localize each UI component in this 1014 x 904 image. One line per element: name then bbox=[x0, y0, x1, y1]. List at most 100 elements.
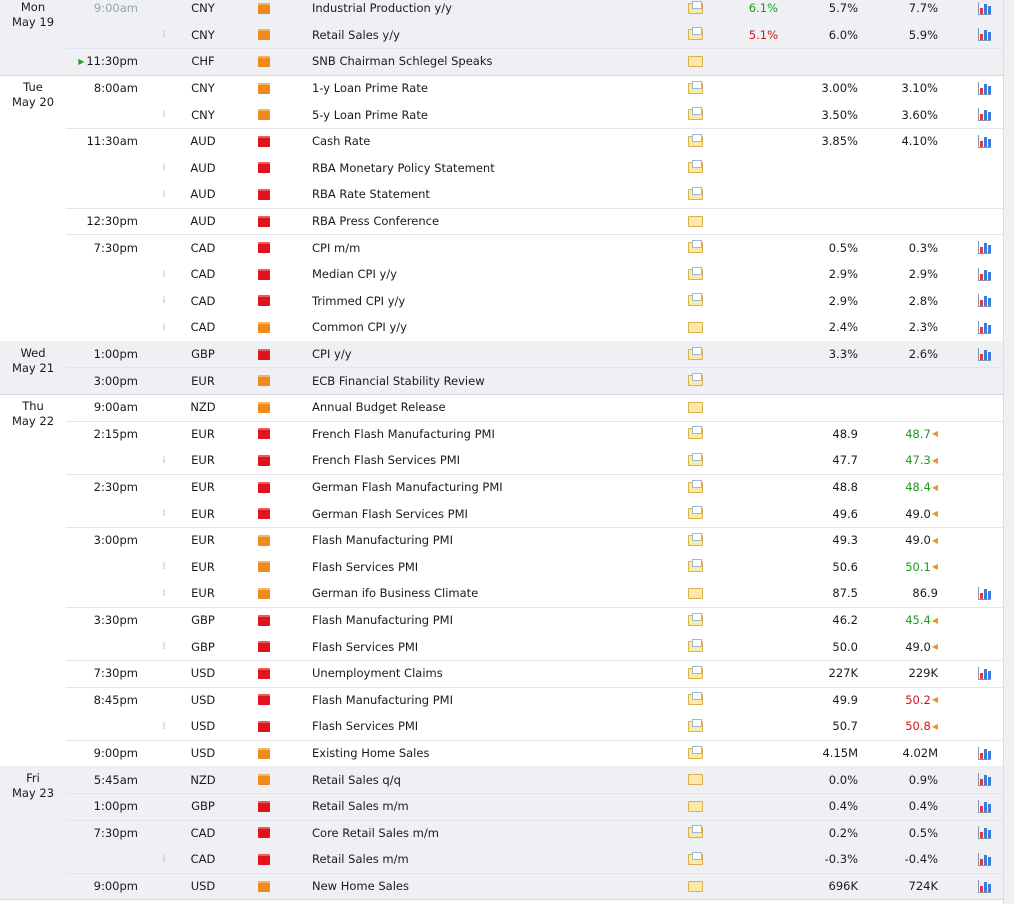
event-row[interactable]: 9:00pm USD Existing Home Sales 4.15M 4.02M bbox=[66, 740, 1004, 767]
event-title[interactable]: German Flash Manufacturing PMI bbox=[312, 474, 652, 501]
event-row[interactable]: ⁞ GBP Flash Services PMI 50.0 49.0 ◀ bbox=[66, 633, 1004, 660]
graph-button[interactable] bbox=[976, 873, 992, 900]
sound-icon[interactable]: ⁞ bbox=[162, 720, 166, 732]
event-row[interactable]: 1:00pm GBP Retail Sales m/m 0.4% 0.4% bbox=[66, 793, 1004, 820]
detail-folder-icon[interactable] bbox=[686, 314, 704, 341]
graph-button[interactable] bbox=[976, 660, 992, 687]
detail-folder-icon[interactable] bbox=[686, 500, 704, 527]
event-row[interactable]: ⁞ EUR German Flash Services PMI 49.6 49.0 ◀ bbox=[66, 500, 1004, 527]
event-row[interactable]: ⁞ EUR German ifo Business Climate 87.5 86.9 bbox=[66, 580, 1004, 607]
event-title[interactable]: RBA Rate Statement bbox=[312, 181, 652, 208]
detail-folder-icon[interactable] bbox=[686, 766, 704, 793]
event-title[interactable]: SNB Chairman Schlegel Speaks bbox=[312, 48, 652, 75]
event-row[interactable]: ⁞ AUD RBA Monetary Policy Statement bbox=[66, 155, 1004, 182]
detail-folder-icon[interactable] bbox=[686, 580, 704, 607]
event-row[interactable]: 7:30pm USD Unemployment Claims 227K 229K bbox=[66, 660, 1004, 687]
event-row[interactable]: 2:30pm EUR German Flash Manufacturing PMI 4… bbox=[66, 474, 1004, 501]
scrollbar[interactable] bbox=[1003, 0, 1014, 904]
event-row[interactable]: 7:30pm CAD CPI m/m 0.5% 0.3% bbox=[66, 234, 1004, 261]
graph-button[interactable] bbox=[976, 766, 992, 793]
event-title[interactable]: Unemployment Claims bbox=[312, 660, 652, 687]
sound-icon[interactable]: ⁞ bbox=[162, 268, 166, 280]
event-title[interactable]: Industrial Production y/y bbox=[312, 0, 652, 22]
event-title[interactable]: Trimmed CPI y/y bbox=[312, 288, 652, 315]
event-row[interactable]: 12:30pm AUD RBA Press Conference bbox=[66, 208, 1004, 235]
event-title[interactable]: Median CPI y/y bbox=[312, 261, 652, 288]
event-title[interactable]: French Flash Manufacturing PMI bbox=[312, 421, 652, 448]
graph-button[interactable] bbox=[976, 234, 992, 261]
event-title[interactable]: RBA Press Conference bbox=[312, 208, 652, 235]
detail-folder-icon[interactable] bbox=[686, 155, 704, 182]
sound-icon[interactable]: ⁞ bbox=[162, 295, 166, 307]
detail-folder-icon[interactable] bbox=[686, 873, 704, 900]
event-row[interactable]: 5:45am NZD Retail Sales q/q 0.0% 0.9% bbox=[66, 766, 1004, 793]
detail-folder-icon[interactable] bbox=[686, 367, 704, 394]
event-row[interactable]: 3:30pm GBP Flash Manufacturing PMI 46.2 45.4… bbox=[66, 607, 1004, 634]
event-title[interactable]: Existing Home Sales bbox=[312, 740, 652, 767]
detail-folder-icon[interactable] bbox=[686, 820, 704, 847]
event-title[interactable]: 5-y Loan Prime Rate bbox=[312, 101, 652, 128]
detail-folder-icon[interactable] bbox=[686, 846, 704, 873]
sound-icon[interactable]: ⁞ bbox=[162, 853, 166, 865]
event-row[interactable]: 8:45pm USD Flash Manufacturing PMI 49.9 50.2… bbox=[66, 687, 1004, 714]
sound-icon[interactable]: ⁞ bbox=[162, 162, 166, 174]
event-title[interactable]: Retail Sales y/y bbox=[312, 22, 652, 49]
detail-folder-icon[interactable] bbox=[686, 75, 704, 102]
event-row[interactable]: ⁞ CAD Trimmed CPI y/y 2.9% 2.8% bbox=[66, 288, 1004, 315]
event-title[interactable]: Flash Services PMI bbox=[312, 713, 652, 740]
detail-folder-icon[interactable] bbox=[686, 341, 704, 368]
graph-button[interactable] bbox=[976, 820, 992, 847]
detail-folder-icon[interactable] bbox=[686, 687, 704, 714]
event-row[interactable]: ⁞ CAD Retail Sales m/m -0.3% -0.4% bbox=[66, 846, 1004, 873]
detail-folder-icon[interactable] bbox=[686, 22, 704, 49]
event-row[interactable]: ⁞ AUD RBA Rate Statement bbox=[66, 181, 1004, 208]
detail-folder-icon[interactable] bbox=[686, 208, 704, 235]
detail-folder-icon[interactable] bbox=[686, 713, 704, 740]
event-title[interactable]: Common CPI y/y bbox=[312, 314, 652, 341]
event-row[interactable]: 9:00am CNY Industrial Production y/y 6.1% 5.… bbox=[66, 0, 1004, 22]
detail-folder-icon[interactable] bbox=[686, 394, 704, 421]
event-title[interactable]: Retail Sales m/m bbox=[312, 793, 652, 820]
event-row[interactable]: 9:00pm USD New Home Sales 696K 724K bbox=[66, 873, 1004, 900]
event-title[interactable]: 1-y Loan Prime Rate bbox=[312, 75, 652, 102]
event-row[interactable]: 1:00pm GBP CPI y/y 3.3% 2.6% bbox=[66, 341, 1004, 368]
sound-icon[interactable]: ⁞ bbox=[162, 508, 166, 520]
event-title[interactable]: Flash Services PMI bbox=[312, 554, 652, 581]
detail-folder-icon[interactable] bbox=[686, 101, 704, 128]
detail-folder-icon[interactable] bbox=[686, 607, 704, 634]
event-title[interactable]: Cash Rate bbox=[312, 128, 652, 155]
event-row[interactable]: ⁞ EUR French Flash Services PMI 47.7 47.3 ◀ bbox=[66, 447, 1004, 474]
event-row[interactable]: 3:00pm EUR ECB Financial Stability Review bbox=[66, 367, 1004, 394]
event-title[interactable]: Flash Services PMI bbox=[312, 633, 652, 660]
sound-icon[interactable]: ⁞ bbox=[162, 561, 166, 573]
event-row[interactable]: ⁞ EUR Flash Services PMI 50.6 50.1 ◀ bbox=[66, 554, 1004, 581]
detail-folder-icon[interactable] bbox=[686, 181, 704, 208]
event-title[interactable]: German Flash Services PMI bbox=[312, 500, 652, 527]
detail-folder-icon[interactable] bbox=[686, 527, 704, 554]
event-title[interactable]: Retail Sales q/q bbox=[312, 766, 652, 793]
event-row[interactable]: ⁞ CNY Retail Sales y/y 5.1% 6.0% 5.9% bbox=[66, 22, 1004, 49]
event-title[interactable]: CPI m/m bbox=[312, 234, 652, 261]
event-title[interactable]: ECB Financial Stability Review bbox=[312, 367, 652, 394]
graph-button[interactable] bbox=[976, 101, 992, 128]
sound-icon[interactable]: ⁞ bbox=[162, 587, 166, 599]
detail-folder-icon[interactable] bbox=[686, 234, 704, 261]
detail-folder-icon[interactable] bbox=[686, 793, 704, 820]
sound-icon[interactable]: ⁞ bbox=[162, 109, 166, 121]
detail-folder-icon[interactable] bbox=[686, 128, 704, 155]
sound-icon[interactable]: ⁞ bbox=[162, 188, 166, 200]
graph-button[interactable] bbox=[976, 128, 992, 155]
graph-button[interactable] bbox=[976, 580, 992, 607]
event-title[interactable]: New Home Sales bbox=[312, 873, 652, 900]
detail-folder-icon[interactable] bbox=[686, 447, 704, 474]
graph-button[interactable] bbox=[976, 341, 992, 368]
detail-folder-icon[interactable] bbox=[686, 740, 704, 767]
event-row[interactable]: 2:15pm EUR French Flash Manufacturing PMI 4… bbox=[66, 421, 1004, 448]
graph-button[interactable] bbox=[976, 22, 992, 49]
event-title[interactable]: Flash Manufacturing PMI bbox=[312, 607, 652, 634]
detail-folder-icon[interactable] bbox=[686, 261, 704, 288]
graph-button[interactable] bbox=[976, 288, 992, 315]
graph-button[interactable] bbox=[976, 793, 992, 820]
detail-folder-icon[interactable] bbox=[686, 288, 704, 315]
event-title[interactable]: Core Retail Sales m/m bbox=[312, 820, 652, 847]
